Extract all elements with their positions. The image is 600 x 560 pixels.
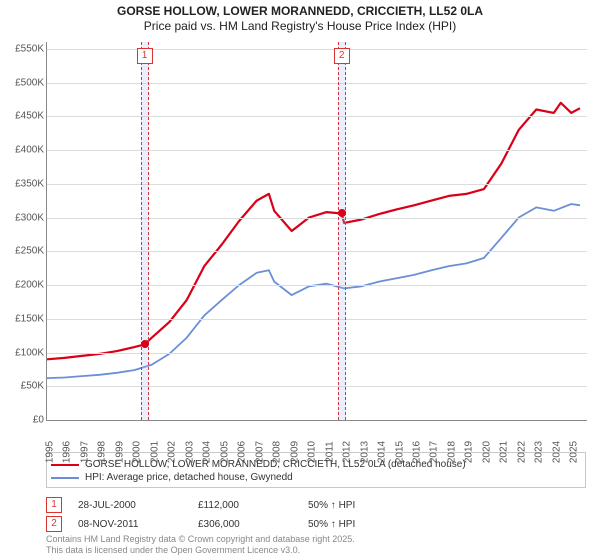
- xtick-label: 2011: [324, 441, 335, 463]
- gridline-h: [47, 150, 587, 151]
- sale-price: £112,000: [198, 500, 308, 511]
- gridline-h: [47, 319, 587, 320]
- xtick-label: 2019: [464, 441, 475, 463]
- xtick-label: 2000: [132, 441, 143, 463]
- xtick-label: 2018: [446, 441, 457, 463]
- sale-number-box: 1: [46, 497, 62, 513]
- xtick-label: 2007: [254, 441, 265, 463]
- xtick-label: 2015: [394, 441, 405, 463]
- sale-pct: 50% ↑ HPI: [308, 500, 355, 511]
- title-line-2: Price paid vs. HM Land Registry's House …: [0, 19, 600, 34]
- xtick-label: 2010: [307, 441, 318, 463]
- xtick-label: 2023: [534, 441, 545, 463]
- series-line-red: [47, 103, 580, 360]
- ytick-label: £200K: [0, 280, 44, 291]
- sale-marker-label: 2: [334, 48, 350, 64]
- legend-row-blue: HPI: Average price, detached house, Gwyn…: [51, 472, 581, 483]
- sale-pct: 50% ↑ HPI: [308, 519, 355, 530]
- xtick-label: 1996: [62, 441, 73, 463]
- xtick-label: 1997: [79, 441, 90, 463]
- title-block: GORSE HOLLOW, LOWER MORANNEDD, CRICCIETH…: [0, 0, 600, 34]
- xtick-label: 1998: [97, 441, 108, 463]
- ytick-label: £500K: [0, 77, 44, 88]
- ytick-label: £350K: [0, 178, 44, 189]
- xtick-label: 2001: [149, 441, 160, 463]
- ytick-label: £450K: [0, 111, 44, 122]
- xtick-label: 2009: [289, 441, 300, 463]
- sale-date: 28-JUL-2000: [78, 500, 198, 511]
- xtick-label: 2003: [184, 441, 195, 463]
- gridline-h: [47, 218, 587, 219]
- xtick-label: 2008: [272, 441, 283, 463]
- ytick-label: £0: [0, 415, 44, 426]
- legend-swatch-red: [51, 464, 79, 466]
- legend-label-blue: HPI: Average price, detached house, Gwyn…: [85, 472, 293, 483]
- title-line-1: GORSE HOLLOW, LOWER MORANNEDD, CRICCIETH…: [0, 4, 600, 19]
- ytick-label: £150K: [0, 313, 44, 324]
- xtick-label: 2012: [342, 441, 353, 463]
- xtick-label: 2004: [202, 441, 213, 463]
- xtick-label: 2025: [569, 441, 580, 463]
- legend-swatch-blue: [51, 477, 79, 479]
- xtick-label: 1995: [45, 441, 56, 463]
- chart-container: GORSE HOLLOW, LOWER MORANNEDD, CRICCIETH…: [0, 0, 600, 560]
- xtick-label: 2014: [377, 441, 388, 463]
- xtick-label: 2005: [219, 441, 230, 463]
- ytick-label: £100K: [0, 347, 44, 358]
- sale-row: 2 08-NOV-2011£306,00050% ↑ HPI: [46, 516, 586, 532]
- xtick-label: 2022: [516, 441, 527, 463]
- gridline-h: [47, 386, 587, 387]
- plot-area: 12: [46, 42, 587, 421]
- gridline-h: [47, 251, 587, 252]
- ytick-label: £300K: [0, 212, 44, 223]
- gridline-h: [47, 83, 587, 84]
- sale-marker-label: 1: [137, 48, 153, 64]
- gridline-h: [47, 285, 587, 286]
- ytick-label: £550K: [0, 43, 44, 54]
- xtick-label: 2024: [551, 441, 562, 463]
- xtick-label: 2021: [499, 441, 510, 463]
- sale-price: £306,000: [198, 519, 308, 530]
- gridline-h: [47, 49, 587, 50]
- sale-band: [141, 42, 149, 420]
- gridline-h: [47, 116, 587, 117]
- xtick-label: 2013: [359, 441, 370, 463]
- footer-line-1: Contains HM Land Registry data © Crown c…: [46, 534, 355, 545]
- xtick-label: 2020: [481, 441, 492, 463]
- sales-table: 1 28-JUL-2000£112,00050% ↑ HPI 2 08-NOV-201…: [46, 494, 586, 535]
- xtick-label: 2017: [429, 441, 440, 463]
- xtick-label: 1999: [114, 441, 125, 463]
- sale-row: 1 28-JUL-2000£112,00050% ↑ HPI: [46, 497, 586, 513]
- sale-date: 08-NOV-2011: [78, 519, 198, 530]
- gridline-h: [47, 353, 587, 354]
- xtick-label: 2006: [237, 441, 248, 463]
- xtick-label: 2002: [167, 441, 178, 463]
- footer: Contains HM Land Registry data © Crown c…: [46, 534, 355, 556]
- gridline-h: [47, 184, 587, 185]
- ytick-label: £250K: [0, 246, 44, 257]
- sale-marker: [338, 209, 346, 217]
- ytick-label: £400K: [0, 145, 44, 156]
- sale-marker: [141, 340, 149, 348]
- xtick-label: 2016: [411, 441, 422, 463]
- sale-number-box: 2: [46, 516, 62, 532]
- line-series-svg: [47, 42, 587, 420]
- footer-line-2: This data is licensed under the Open Gov…: [46, 545, 355, 556]
- ytick-label: £50K: [0, 381, 44, 392]
- sale-band: [338, 42, 346, 420]
